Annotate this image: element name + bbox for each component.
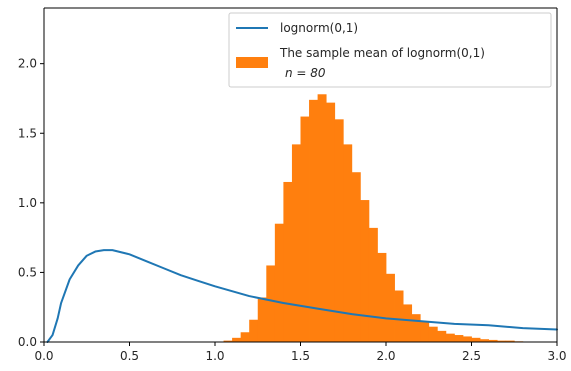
histogram-bar [291,144,301,342]
x-tick-label: 0.5 [120,349,139,363]
histogram-bar [300,116,310,342]
histogram-bar [326,102,336,342]
x-tick-label: 1.5 [291,349,310,363]
histogram-bar [351,172,361,342]
histogram-bar [317,94,327,342]
plot-area [46,94,558,343]
histogram-bar [360,200,370,342]
histogram-bar [309,99,318,342]
histogram-bar [394,290,404,342]
histogram-bar [428,326,438,342]
y-tick-label: 0.0 [18,335,37,349]
histogram-bar [505,340,515,342]
histogram-bar [437,330,447,342]
legend-box [228,12,552,88]
histogram-bar [368,227,378,342]
histogram-bar [240,332,250,342]
histogram-bar [488,339,498,342]
y-tick-label: 2.0 [18,57,37,71]
y-tick-label: 0.5 [18,265,37,279]
histogram-bar [445,333,455,342]
x-tick-label: 0.0 [34,349,53,363]
legend-label-lognorm: lognorm(0,1) [280,21,358,35]
histogram-bar [420,321,430,343]
legend: lognorm(0,1) The sample mean of lognorm(… [228,12,552,88]
histogram-bar [411,314,421,342]
legend-label-sample-mean: The sample mean of lognorm(0,1) [279,46,485,60]
y-tick-label: 1.0 [18,196,37,210]
histogram-bar [480,339,489,342]
histogram-bar [257,297,267,342]
histogram-bar [223,340,233,342]
histogram-bar [334,119,344,342]
histogram-bar [403,304,413,342]
lognorm-pdf-line [46,249,558,343]
histogram-bar [471,337,481,342]
histogram-bar [249,319,259,342]
legend-hist-swatch [236,57,268,68]
histogram-bar [462,336,472,342]
histogram-bar [454,335,464,342]
histogram-bar [497,340,507,342]
x-tick-label: 2.0 [376,349,395,363]
x-tick-label: 3.0 [547,349,566,363]
legend-label-sample-size: n = 80 [285,66,326,80]
x-axis-ticks: 0.0 0.5 1.0 1.5 2.0 2.5 3.0 [34,342,567,363]
histogram-bar [283,181,293,342]
histogram-bar [377,252,387,342]
histogram-bar [386,273,395,342]
histogram-bar [232,337,242,342]
histogram-bar [274,223,284,342]
histogram-bar [266,265,276,342]
x-tick-label: 2.5 [462,349,481,363]
y-axis-ticks: 0.0 0.5 1.0 1.5 2.0 [18,57,44,349]
y-tick-label: 1.5 [18,126,37,140]
x-tick-label: 1.0 [205,349,224,363]
histogram-bar [343,144,353,342]
